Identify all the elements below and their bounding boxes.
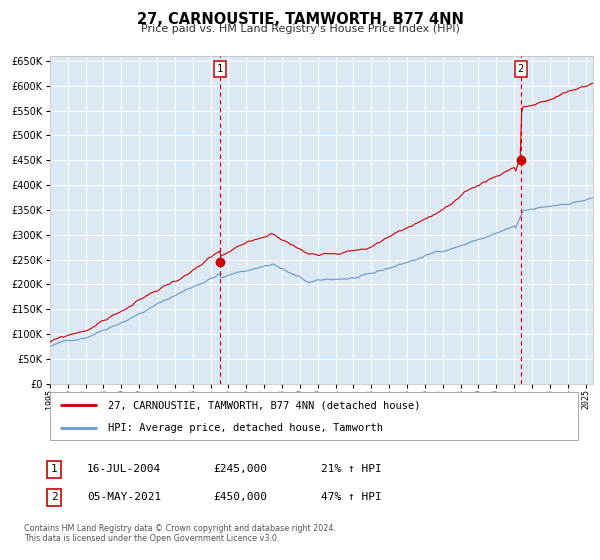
Text: 2: 2 (50, 492, 58, 502)
Text: 16-JUL-2004: 16-JUL-2004 (87, 464, 161, 474)
Text: 47% ↑ HPI: 47% ↑ HPI (321, 492, 382, 502)
Text: 2: 2 (518, 64, 524, 74)
Text: HPI: Average price, detached house, Tamworth: HPI: Average price, detached house, Tamw… (108, 423, 383, 433)
Text: £245,000: £245,000 (213, 464, 267, 474)
Text: Price paid vs. HM Land Registry's House Price Index (HPI): Price paid vs. HM Land Registry's House … (140, 24, 460, 34)
Text: 27, CARNOUSTIE, TAMWORTH, B77 4NN: 27, CARNOUSTIE, TAMWORTH, B77 4NN (137, 12, 463, 27)
Text: £450,000: £450,000 (213, 492, 267, 502)
Text: 1: 1 (217, 64, 223, 74)
Text: Contains HM Land Registry data © Crown copyright and database right 2024.: Contains HM Land Registry data © Crown c… (24, 524, 336, 533)
Text: 21% ↑ HPI: 21% ↑ HPI (321, 464, 382, 474)
Text: 05-MAY-2021: 05-MAY-2021 (87, 492, 161, 502)
Text: This data is licensed under the Open Government Licence v3.0.: This data is licensed under the Open Gov… (24, 534, 280, 543)
Text: 27, CARNOUSTIE, TAMWORTH, B77 4NN (detached house): 27, CARNOUSTIE, TAMWORTH, B77 4NN (detac… (108, 400, 421, 410)
Text: 1: 1 (50, 464, 58, 474)
